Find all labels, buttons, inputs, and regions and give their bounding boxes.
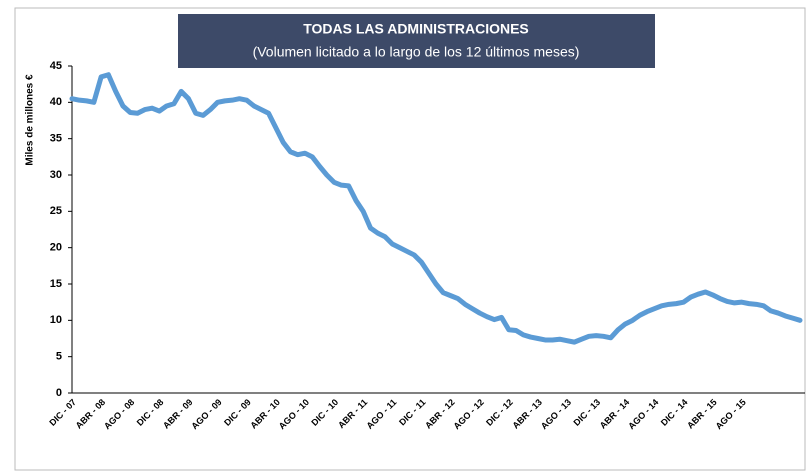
y-tick-label: 30 [50,169,62,181]
chart-frame [14,7,806,471]
y-tick-label: 25 [50,205,62,217]
y-tick-label: 45 [50,60,62,72]
chart-title: TODAS LAS ADMINISTRACIONES [303,21,529,37]
y-tick-label: 10 [50,314,62,326]
y-tick-label: 40 [50,96,62,108]
chart-subtitle: (Volumen licitado a lo largo de los 12 ú… [253,44,580,60]
y-tick-label: 35 [50,133,62,145]
y-tick-label: 15 [50,278,62,290]
y-axis-label: Miles de millones € [25,74,36,166]
title-box [178,14,655,68]
data-line [69,72,803,345]
y-tick-label: 20 [50,242,62,254]
y-tick-label: 0 [56,387,62,399]
y-tick-label: 5 [56,351,62,363]
